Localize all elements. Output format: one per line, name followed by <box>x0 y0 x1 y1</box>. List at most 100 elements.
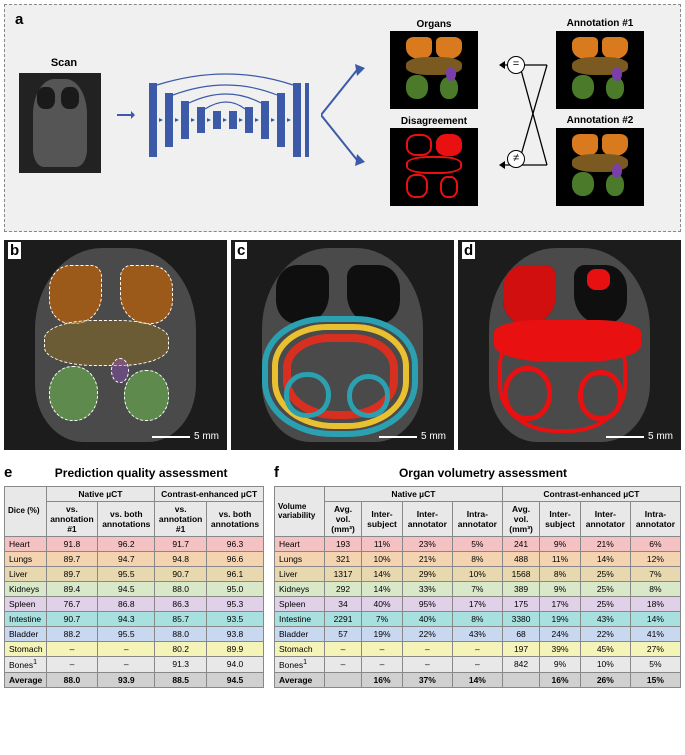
row-name: Liver <box>5 567 47 582</box>
cell: – <box>98 657 155 673</box>
row-name: Liver <box>275 567 325 582</box>
split-arrows <box>321 30 371 200</box>
cell: 25% <box>580 567 630 582</box>
output-disagree-title: Disagreement <box>390 115 478 128</box>
cell: 95.5 <box>98 567 155 582</box>
neq-icon: ≠ <box>507 150 525 168</box>
cell: – <box>402 657 452 673</box>
cell: – <box>452 642 502 657</box>
cell: 11% <box>540 552 581 567</box>
cell: 9% <box>540 657 581 673</box>
cell: 93.8 <box>207 627 264 642</box>
scale-text: 5 mm <box>648 431 673 442</box>
annotation-1-title: Annotation #1 <box>545 18 655 29</box>
cell: 292 <box>324 582 361 597</box>
panel-d-label: d <box>462 242 475 259</box>
table-row: Stomach––––19739%45%27% <box>275 642 681 657</box>
cell: 22% <box>580 627 630 642</box>
cell: 7% <box>630 567 680 582</box>
panel-a-content: Scan <box>19 17 666 213</box>
outputs-block: Organs Disagreement <box>379 18 489 212</box>
cell: 90.7 <box>155 567 207 582</box>
cell: 1568 <box>502 567 539 582</box>
table-f-sub: Inter-subject <box>540 502 581 537</box>
table-e-group2: Contrast-enhanced µCT <box>155 487 264 502</box>
table-f-sub: Avg. vol. (mm³) <box>324 502 361 537</box>
panels-bcd-row: b 5 mm c <box>4 240 681 450</box>
cell: 193 <box>324 537 361 552</box>
scale-text: 5 mm <box>421 431 446 442</box>
cell: 89.7 <box>46 552 98 567</box>
cell: 80.2 <box>155 642 207 657</box>
tables-row: e Prediction quality assessment Dice (%)… <box>4 464 681 688</box>
table-row: Bones1––––8429%10%5% <box>275 657 681 673</box>
table-e: Dice (%) Native µCT Contrast-enhanced µC… <box>4 486 264 688</box>
cell: 40% <box>402 612 452 627</box>
cell: 88.5 <box>155 672 207 687</box>
table-f-corner: Volume variability <box>275 487 325 537</box>
row-name: Stomach <box>5 642 47 657</box>
row-name: Intestine <box>5 612 47 627</box>
cell: 94.8 <box>155 552 207 567</box>
cell <box>502 672 539 687</box>
cell: 21% <box>580 537 630 552</box>
panel-f-label: f <box>274 464 279 481</box>
table-e-wrap: e Prediction quality assessment Dice (%)… <box>4 464 264 688</box>
cell: 41% <box>630 627 680 642</box>
cell: 19% <box>362 627 403 642</box>
cell: 8% <box>452 612 502 627</box>
cell: 91.8 <box>46 537 98 552</box>
panel-b-label: b <box>8 242 21 259</box>
panel-c: c 5 mm <box>231 240 454 450</box>
cell: 88.0 <box>155 582 207 597</box>
cell: 5% <box>452 537 502 552</box>
cell: 89.7 <box>46 567 98 582</box>
scale-bar: 5 mm <box>152 431 219 442</box>
table-row: Spleen3440%95%17%17517%25%18% <box>275 597 681 612</box>
table-e-sub: vs. both annotations <box>207 502 264 537</box>
scan-image <box>19 73 101 173</box>
table-f-sub: Inter-annotator <box>402 502 452 537</box>
panel-a-container: a Scan <box>4 4 681 232</box>
table-f-wrap: f Organ volumetry assessment Volume vari… <box>274 464 681 688</box>
row-name: Bones1 <box>5 657 47 673</box>
table-f-sub: Inter-subject <box>362 502 403 537</box>
cell: – <box>402 642 452 657</box>
cell: 88.0 <box>46 672 98 687</box>
panel-d-image: 5 mm <box>458 240 681 450</box>
cell: 96.1 <box>207 567 264 582</box>
eq-icon: = <box>507 56 525 74</box>
row-name: Intestine <box>275 612 325 627</box>
cell: 45% <box>580 642 630 657</box>
table-row: Heart19311%23%5%2419%21%6% <box>275 537 681 552</box>
table-row: Kidneys89.494.588.095.0 <box>5 582 264 597</box>
table-row: Intestine22917%40%8%338019%43%14% <box>275 612 681 627</box>
scale-bar: 5 mm <box>606 431 673 442</box>
cell: 94.0 <box>207 657 264 673</box>
cell: 18% <box>630 597 680 612</box>
cell: 21% <box>402 552 452 567</box>
table-f-group2: Contrast-enhanced µCT <box>502 487 680 502</box>
cell: 90.7 <box>46 612 98 627</box>
table-row: Liver131714%29%10%15688%25%7% <box>275 567 681 582</box>
row-name: Heart <box>275 537 325 552</box>
cell: 34 <box>324 597 361 612</box>
table-row: Bladder5719%22%43%6824%22%41% <box>275 627 681 642</box>
cell: 9% <box>540 582 581 597</box>
cell: 8% <box>452 552 502 567</box>
table-row: Heart91.896.291.796.3 <box>5 537 264 552</box>
annotations-block: Annotation #1 Annotation #2 <box>545 18 655 212</box>
cell: 39% <box>540 642 581 657</box>
table-row: Stomach––80.289.9 <box>5 642 264 657</box>
cell: 5% <box>630 657 680 673</box>
table-e-title: Prediction quality assessment <box>18 466 264 480</box>
cell: 17% <box>452 597 502 612</box>
cell: 91.3 <box>155 657 207 673</box>
table-e-group1: Native µCT <box>46 487 155 502</box>
row-name: Heart <box>5 537 47 552</box>
cell: 14% <box>452 672 502 687</box>
cell: 43% <box>452 627 502 642</box>
cell: 86.3 <box>155 597 207 612</box>
scan-block: Scan <box>19 57 109 173</box>
cell: 25% <box>580 582 630 597</box>
